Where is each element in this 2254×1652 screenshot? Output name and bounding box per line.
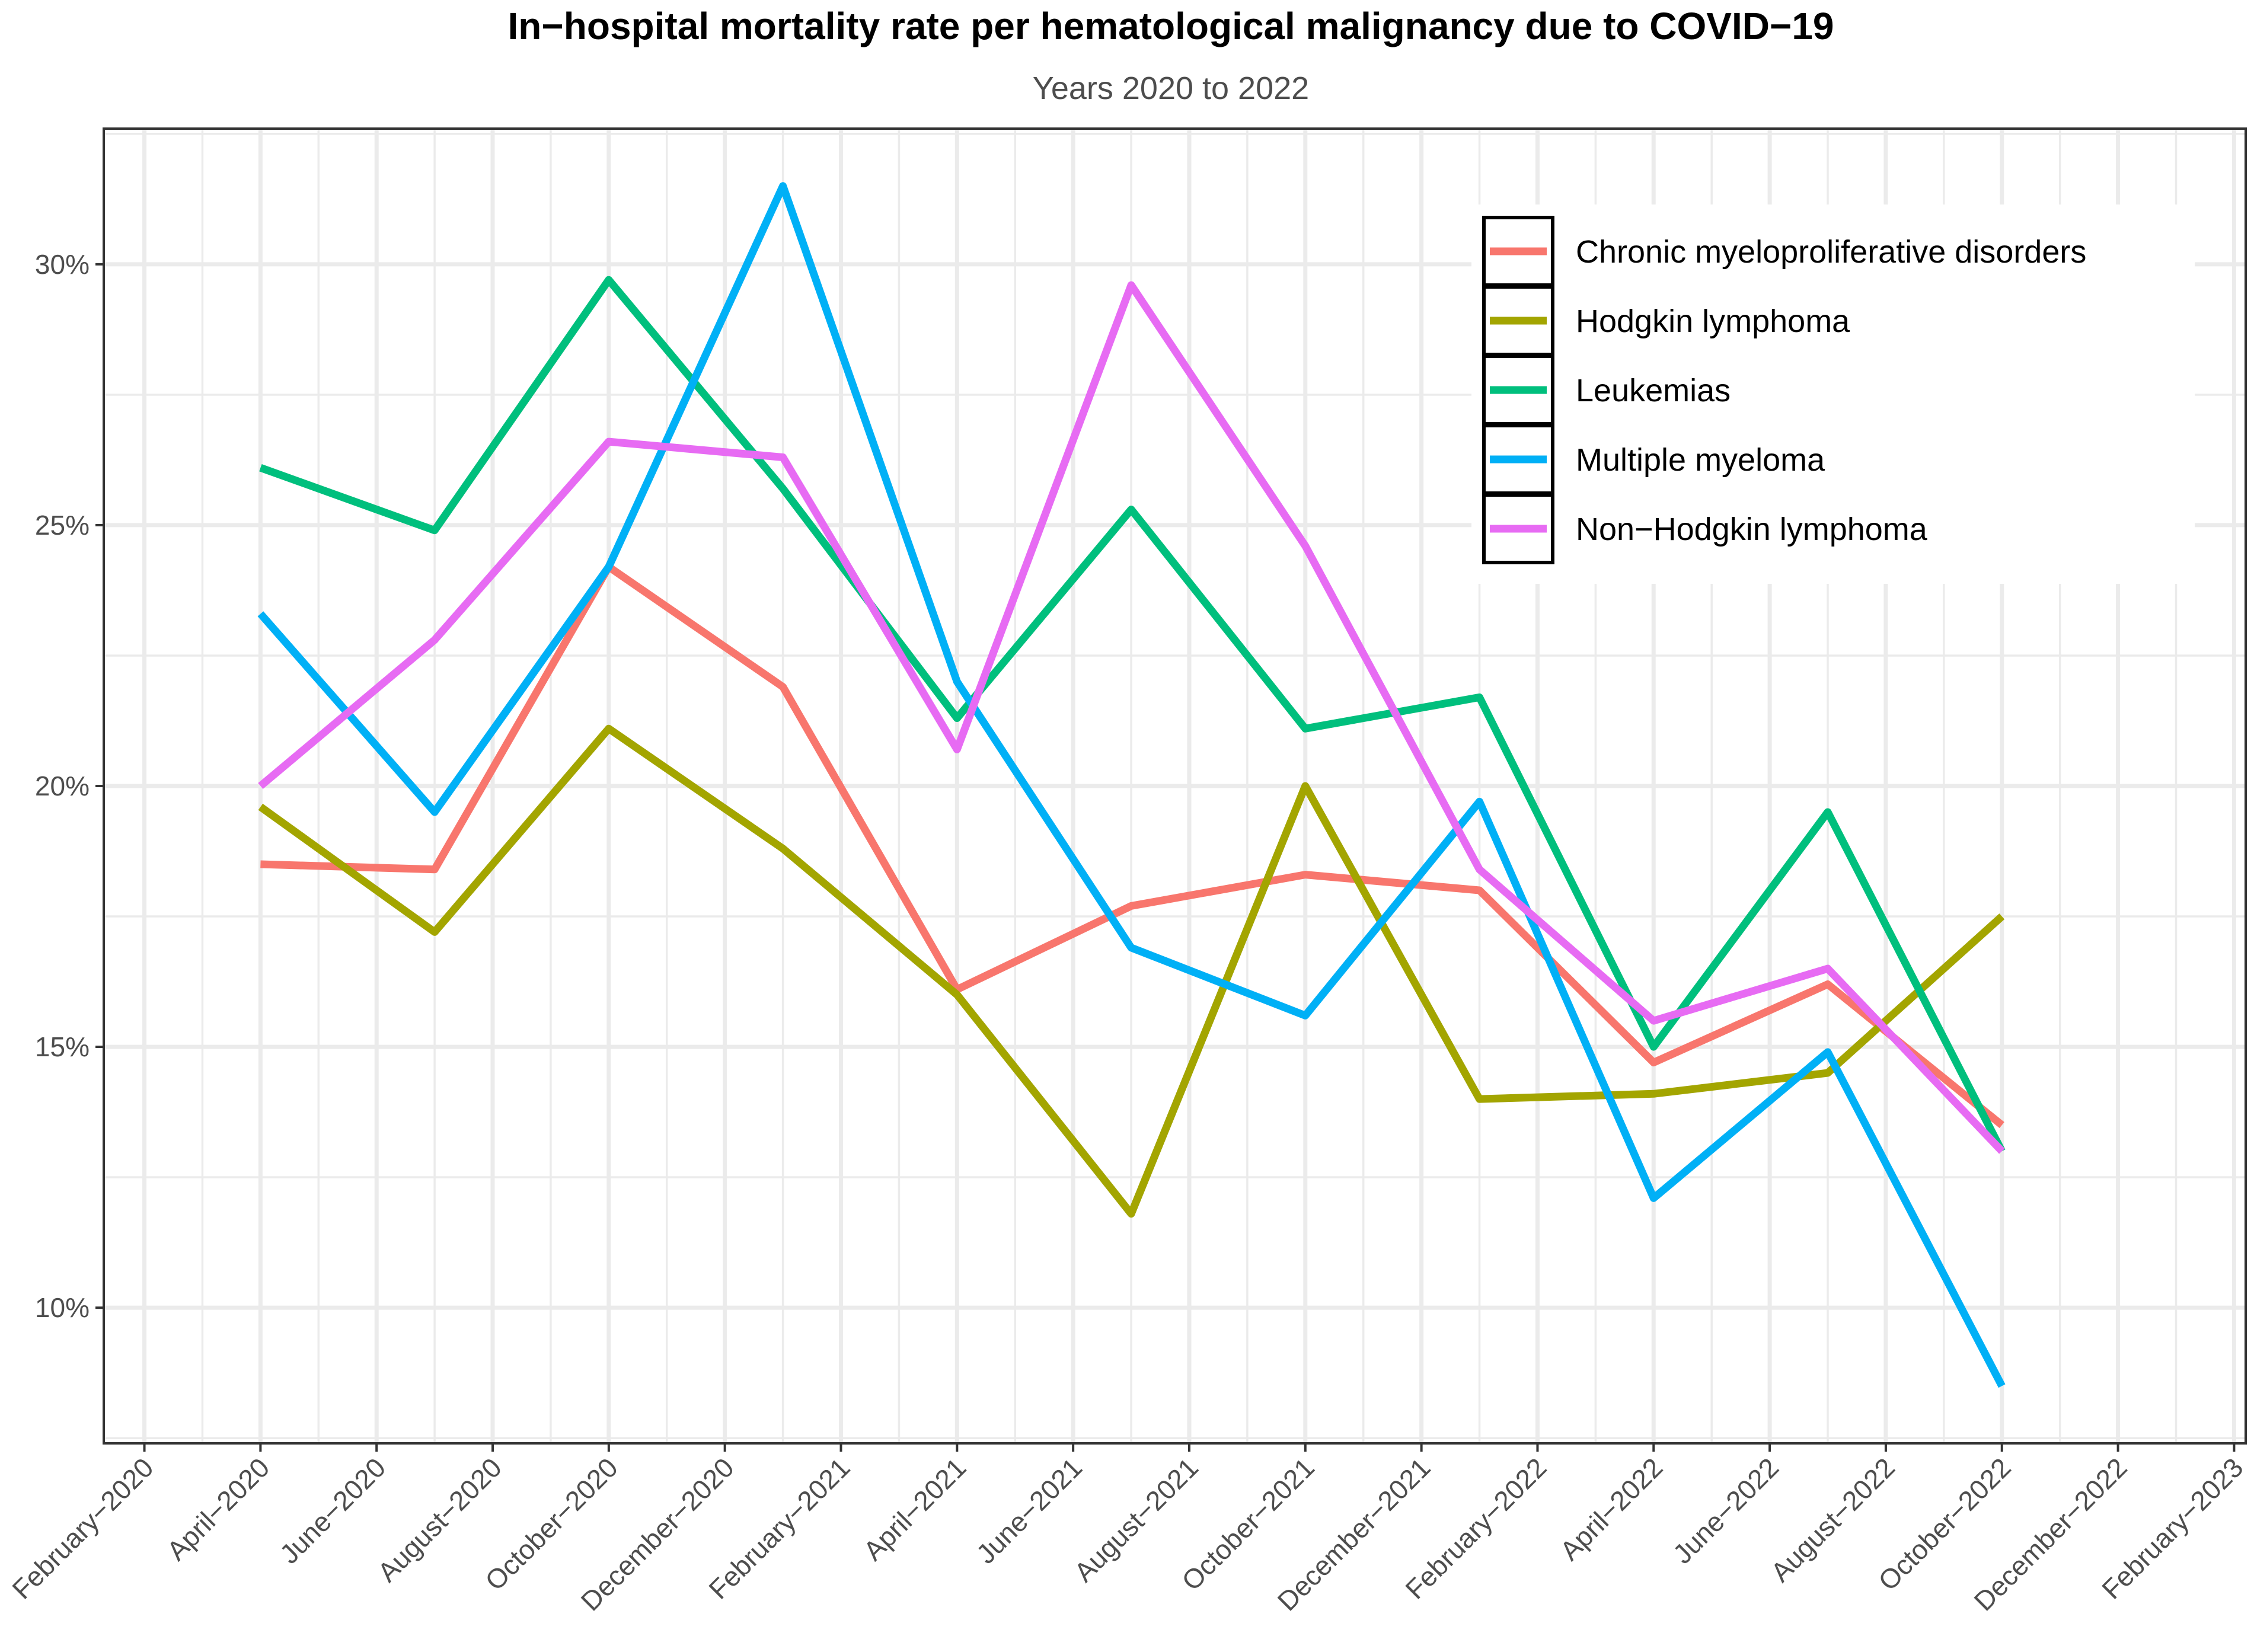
series-line-multiple-myeloma bbox=[257, 182, 2006, 1388]
series-line-leukemias bbox=[259, 276, 2006, 1153]
chart-title: In−hospital mortality rate per hematolog… bbox=[508, 5, 1834, 47]
y-tick-label: 10% bbox=[35, 1292, 90, 1323]
y-tick-label: 30% bbox=[35, 249, 90, 280]
series-lines bbox=[257, 182, 2006, 1388]
chart-subtitle: Years 2020 to 2022 bbox=[1033, 71, 1309, 106]
y-tick-label: 20% bbox=[35, 771, 90, 801]
series-line-non-hodgkin-lymphoma bbox=[258, 281, 2005, 1154]
legend-label: Hodgkin lymphoma bbox=[1576, 303, 1850, 339]
legend-label: Multiple myeloma bbox=[1576, 442, 1825, 478]
series-line-chronic-myeloproliferative-disorders bbox=[260, 563, 2004, 1129]
legend-label: Non−Hodgkin lymphoma bbox=[1576, 512, 1928, 547]
series-line-hodgkin-lymphoma bbox=[258, 724, 2005, 1218]
legend: Chronic myeloproliferative disorders Hodg… bbox=[1471, 204, 2195, 584]
y-tick-label: 15% bbox=[35, 1031, 90, 1062]
major-gridlines bbox=[104, 129, 2246, 1443]
legend-label: Leukemias bbox=[1576, 373, 1731, 408]
legend-label: Chronic myeloproliferative disorders bbox=[1576, 234, 2086, 270]
y-tick-label: 25% bbox=[35, 510, 90, 541]
y-axis: 10% 15% 20% 25% 30% bbox=[35, 249, 104, 1323]
legend-background bbox=[1471, 204, 2195, 584]
